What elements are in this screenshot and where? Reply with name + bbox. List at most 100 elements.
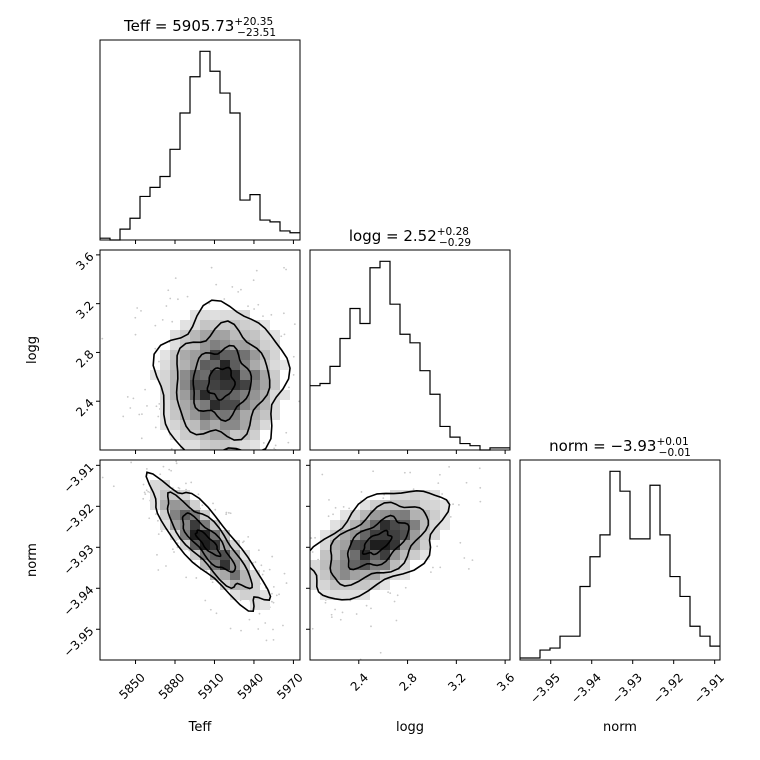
sample-point bbox=[253, 308, 255, 310]
sample-point bbox=[266, 217, 268, 219]
sample-point bbox=[144, 388, 146, 391]
sample-point bbox=[463, 557, 466, 559]
density-cell bbox=[380, 520, 390, 530]
density-cell bbox=[250, 350, 260, 360]
sample-point bbox=[195, 577, 198, 579]
sample-point bbox=[138, 413, 141, 416]
density-cell bbox=[420, 530, 430, 540]
density-cell bbox=[410, 490, 420, 500]
sample-point bbox=[316, 635, 318, 637]
sample-point bbox=[270, 600, 273, 603]
sample-point bbox=[292, 595, 294, 597]
density-cell bbox=[210, 330, 220, 340]
sample-point bbox=[171, 548, 174, 551]
density-cell bbox=[220, 550, 230, 560]
sample-point bbox=[314, 271, 316, 273]
density-cell bbox=[250, 580, 260, 590]
density-cell bbox=[240, 350, 250, 360]
density-cell bbox=[400, 490, 410, 500]
density-cell bbox=[340, 570, 350, 580]
density-cell bbox=[340, 560, 350, 570]
sample-point bbox=[324, 601, 327, 604]
sample-point bbox=[227, 511, 230, 514]
sample-point bbox=[379, 651, 382, 654]
density-cell bbox=[310, 570, 320, 580]
sample-point bbox=[159, 473, 162, 476]
density-cell bbox=[260, 320, 270, 330]
density-cell bbox=[170, 420, 180, 430]
sample-point bbox=[175, 462, 178, 465]
sample-point bbox=[237, 290, 240, 293]
sample-point bbox=[190, 481, 193, 484]
sample-point bbox=[144, 493, 147, 496]
sample-point bbox=[186, 295, 189, 298]
density-cell bbox=[160, 350, 170, 360]
density-cell bbox=[360, 510, 370, 520]
density-cell bbox=[220, 560, 230, 570]
sample-point bbox=[160, 530, 163, 533]
density-cell bbox=[180, 360, 190, 370]
sample-point bbox=[215, 612, 218, 615]
density-cell bbox=[160, 370, 170, 380]
density-cell bbox=[330, 580, 340, 590]
sample-point bbox=[296, 493, 298, 495]
density-cell bbox=[160, 410, 170, 420]
sample-point bbox=[126, 396, 129, 398]
density-cell bbox=[240, 340, 250, 350]
density-cell bbox=[170, 500, 180, 510]
density-cell bbox=[400, 540, 410, 550]
sample-point bbox=[70, 398, 72, 400]
contour-line bbox=[361, 529, 393, 556]
sample-point bbox=[261, 573, 264, 576]
density-cell bbox=[230, 360, 240, 370]
contour-line bbox=[166, 491, 253, 590]
sample-point bbox=[282, 624, 284, 627]
density-cell bbox=[240, 420, 250, 430]
density-cell bbox=[250, 390, 260, 400]
density-cell bbox=[380, 510, 390, 520]
density-cell bbox=[330, 590, 340, 600]
sample-point bbox=[288, 386, 290, 389]
density-cell bbox=[420, 550, 430, 560]
density-cell bbox=[330, 570, 340, 580]
density-cell bbox=[200, 360, 210, 370]
density-cell bbox=[230, 550, 240, 560]
density-cell bbox=[190, 330, 200, 340]
sample-point bbox=[334, 608, 336, 611]
density-cell bbox=[430, 520, 440, 530]
contour-line bbox=[192, 344, 253, 423]
density-cell bbox=[220, 310, 230, 320]
x-axis-label-logg: logg bbox=[396, 720, 424, 735]
sample-point bbox=[283, 572, 286, 575]
joint-panel-Teff-logg: 2.4 2.8 3.2 3.6 logg bbox=[25, 217, 316, 495]
sample-point bbox=[393, 600, 396, 603]
density-cell bbox=[180, 490, 190, 500]
sample-point bbox=[241, 541, 244, 544]
density-cell bbox=[370, 510, 380, 520]
density-cell bbox=[180, 410, 190, 420]
density-cell bbox=[210, 370, 220, 380]
sample-point bbox=[330, 616, 333, 619]
density-cell bbox=[240, 580, 250, 590]
sample-point bbox=[165, 461, 167, 463]
sample-point bbox=[292, 355, 295, 358]
x-tick-label: 5940 bbox=[235, 670, 266, 701]
x-tick-label: −3.95 bbox=[527, 670, 563, 706]
sample-point bbox=[271, 555, 274, 558]
density-cell bbox=[170, 360, 180, 370]
density-cell bbox=[200, 330, 210, 340]
sample-point bbox=[321, 676, 323, 678]
density-cell bbox=[390, 520, 400, 530]
density-cell bbox=[390, 550, 400, 560]
density-cell bbox=[230, 410, 240, 420]
sample-point bbox=[154, 513, 157, 516]
sample-point bbox=[240, 629, 242, 632]
sample-point bbox=[143, 442, 145, 444]
density-cell bbox=[210, 560, 220, 570]
density-cell bbox=[210, 540, 220, 550]
density-cell bbox=[240, 400, 250, 410]
sample-point bbox=[215, 283, 218, 286]
density-cell bbox=[180, 350, 190, 360]
density-cell bbox=[230, 540, 240, 550]
sample-point bbox=[389, 592, 392, 595]
